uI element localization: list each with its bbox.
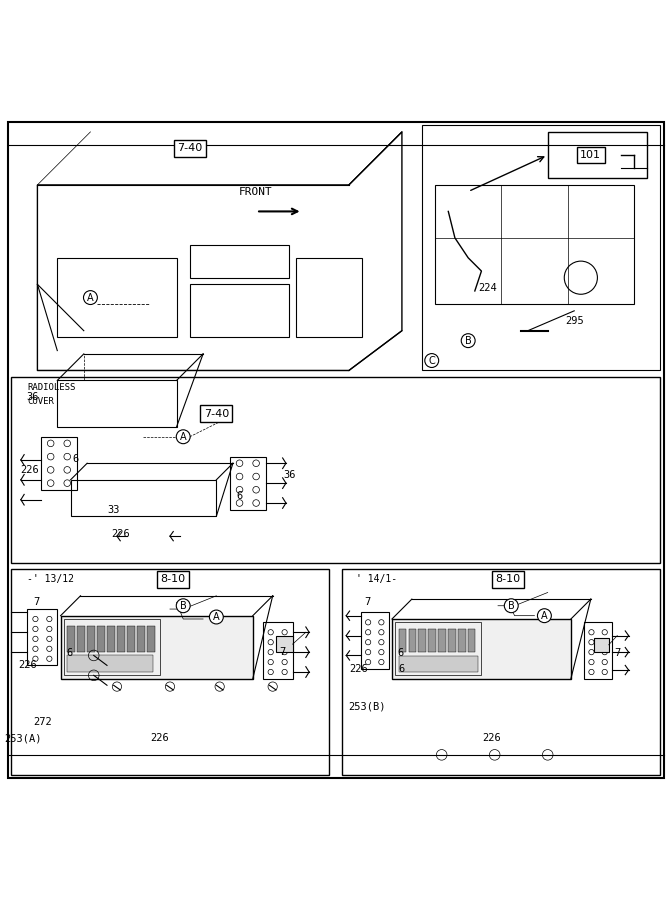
Text: 6: 6 bbox=[236, 491, 243, 501]
Text: 226: 226 bbox=[151, 734, 169, 743]
Bar bbox=[27, 609, 57, 665]
Bar bbox=[468, 629, 476, 652]
Bar bbox=[342, 570, 660, 775]
Text: 36: 36 bbox=[283, 470, 295, 480]
Bar bbox=[127, 626, 135, 652]
Text: 7: 7 bbox=[33, 598, 39, 608]
Bar bbox=[392, 619, 571, 679]
Bar bbox=[67, 626, 75, 652]
Bar bbox=[41, 436, 77, 490]
Bar bbox=[428, 629, 436, 652]
Text: A: A bbox=[541, 611, 548, 621]
Text: 36: 36 bbox=[26, 392, 39, 402]
Bar bbox=[57, 257, 177, 338]
Text: 6: 6 bbox=[73, 454, 79, 464]
Text: 226: 226 bbox=[350, 663, 368, 674]
Text: 224: 224 bbox=[479, 283, 498, 293]
Text: B: B bbox=[508, 600, 515, 611]
Bar bbox=[77, 626, 85, 652]
Text: B: B bbox=[465, 336, 472, 346]
Bar bbox=[409, 629, 416, 652]
Bar bbox=[458, 629, 466, 652]
Text: 253(B): 253(B) bbox=[349, 701, 386, 712]
Text: C: C bbox=[428, 356, 435, 365]
Text: 272: 272 bbox=[33, 716, 52, 726]
Bar bbox=[11, 377, 660, 562]
Text: 226: 226 bbox=[20, 465, 39, 475]
Bar bbox=[107, 626, 115, 652]
Bar bbox=[396, 622, 482, 675]
Bar bbox=[422, 125, 660, 371]
Text: 7-40: 7-40 bbox=[177, 143, 203, 154]
Bar bbox=[548, 132, 647, 178]
Text: 226: 226 bbox=[18, 661, 37, 670]
Bar bbox=[147, 626, 155, 652]
Text: 6: 6 bbox=[398, 649, 404, 659]
Text: 295: 295 bbox=[565, 316, 584, 326]
Bar bbox=[594, 637, 609, 652]
Bar bbox=[67, 655, 153, 672]
Bar bbox=[61, 616, 253, 679]
Bar bbox=[87, 626, 95, 652]
Text: COVER: COVER bbox=[27, 397, 54, 406]
Text: 6: 6 bbox=[399, 663, 405, 674]
Bar bbox=[296, 257, 362, 338]
Bar bbox=[418, 629, 426, 652]
Text: 7: 7 bbox=[279, 647, 285, 657]
Bar bbox=[64, 619, 160, 675]
Text: A: A bbox=[213, 612, 219, 622]
Bar bbox=[190, 245, 289, 278]
Bar bbox=[435, 184, 634, 304]
Bar bbox=[117, 626, 125, 652]
Bar bbox=[71, 480, 216, 517]
Text: 7: 7 bbox=[614, 649, 620, 659]
Bar bbox=[190, 284, 289, 338]
Text: ' 14/1-: ' 14/1- bbox=[356, 574, 397, 584]
Text: 8-10: 8-10 bbox=[496, 574, 520, 584]
Bar bbox=[448, 629, 456, 652]
Text: 101: 101 bbox=[580, 150, 601, 160]
Bar bbox=[11, 570, 329, 775]
Bar bbox=[438, 629, 446, 652]
Bar bbox=[361, 612, 389, 669]
Text: FRONT: FRONT bbox=[239, 186, 273, 196]
Bar bbox=[399, 629, 406, 652]
Bar bbox=[229, 456, 266, 509]
Bar bbox=[57, 381, 177, 427]
Text: 7: 7 bbox=[364, 598, 371, 608]
Text: 8-10: 8-10 bbox=[161, 574, 186, 584]
Bar bbox=[276, 635, 293, 652]
Text: RADIOLESS: RADIOLESS bbox=[27, 382, 76, 392]
Text: 33: 33 bbox=[107, 505, 120, 515]
Bar bbox=[97, 626, 105, 652]
Text: 7-40: 7-40 bbox=[203, 409, 229, 419]
Text: 226: 226 bbox=[482, 734, 501, 743]
Text: 226: 226 bbox=[111, 529, 129, 539]
Bar bbox=[263, 622, 293, 679]
Bar bbox=[399, 656, 478, 672]
Text: -' 13/12: -' 13/12 bbox=[27, 574, 75, 584]
Text: 6: 6 bbox=[66, 649, 72, 659]
Bar bbox=[137, 626, 145, 652]
Text: 253(A): 253(A) bbox=[4, 734, 41, 743]
Text: A: A bbox=[180, 432, 187, 442]
Bar bbox=[584, 622, 612, 679]
Text: A: A bbox=[87, 292, 94, 302]
Text: B: B bbox=[180, 600, 187, 611]
